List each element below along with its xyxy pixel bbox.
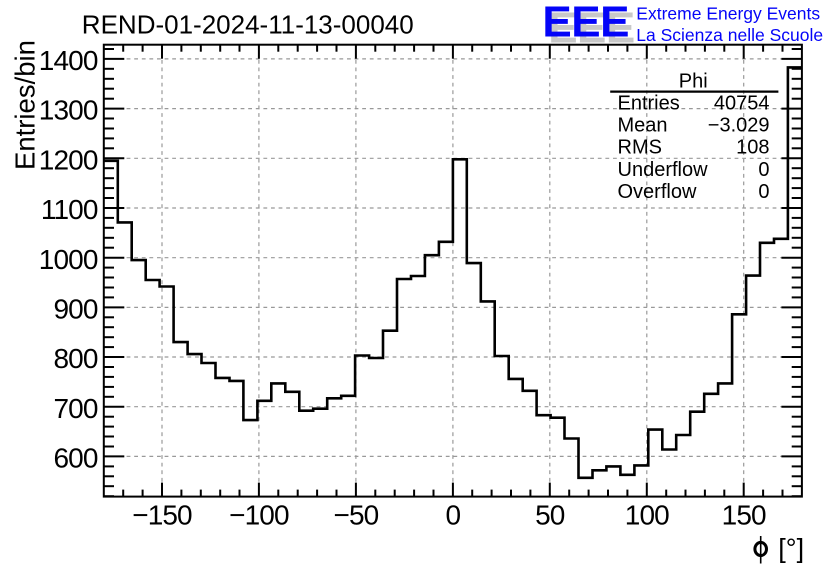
svg-text:50: 50 bbox=[535, 499, 565, 530]
svg-text:800: 800 bbox=[53, 343, 97, 374]
svg-text:RMS: RMS bbox=[618, 137, 662, 159]
svg-text:Entries/bin: Entries/bin bbox=[10, 40, 41, 170]
svg-text:REND-01-2024-11-13-00040: REND-01-2024-11-13-00040 bbox=[82, 10, 414, 40]
svg-text:0: 0 bbox=[446, 499, 461, 530]
svg-text:40754: 40754 bbox=[714, 93, 770, 115]
svg-text:1300: 1300 bbox=[39, 95, 98, 126]
svg-text:100: 100 bbox=[625, 499, 669, 530]
svg-text:900: 900 bbox=[53, 294, 97, 325]
svg-text:[°]: [°] bbox=[778, 534, 804, 564]
svg-text:Overflow: Overflow bbox=[618, 181, 697, 203]
svg-text:1400: 1400 bbox=[39, 45, 98, 76]
svg-text:−3.029: −3.029 bbox=[708, 115, 770, 137]
svg-text:−100: −100 bbox=[229, 499, 289, 530]
svg-text:1000: 1000 bbox=[39, 244, 98, 275]
svg-text:1100: 1100 bbox=[41, 194, 98, 225]
svg-text:Phi: Phi bbox=[679, 71, 708, 93]
svg-text:108: 108 bbox=[736, 137, 769, 159]
svg-text:−150: −150 bbox=[132, 499, 192, 530]
svg-text:La Scienza nelle Scuole: La Scienza nelle Scuole bbox=[636, 25, 823, 45]
svg-text:0: 0 bbox=[758, 181, 769, 203]
svg-text:150: 150 bbox=[722, 499, 766, 530]
svg-text:Entries: Entries bbox=[618, 93, 680, 115]
svg-text:−50: −50 bbox=[334, 499, 379, 530]
svg-text:EEE: EEE bbox=[548, 4, 635, 53]
svg-text:Mean: Mean bbox=[618, 115, 668, 137]
svg-text:700: 700 bbox=[53, 393, 97, 424]
svg-text:1200: 1200 bbox=[39, 144, 98, 175]
svg-text:Underflow: Underflow bbox=[618, 159, 709, 181]
svg-text:600: 600 bbox=[53, 443, 97, 474]
svg-text:0: 0 bbox=[758, 159, 769, 181]
svg-text:EEE: EEE bbox=[542, 0, 629, 47]
svg-text:Extreme Energy Events: Extreme Energy Events bbox=[636, 3, 820, 23]
